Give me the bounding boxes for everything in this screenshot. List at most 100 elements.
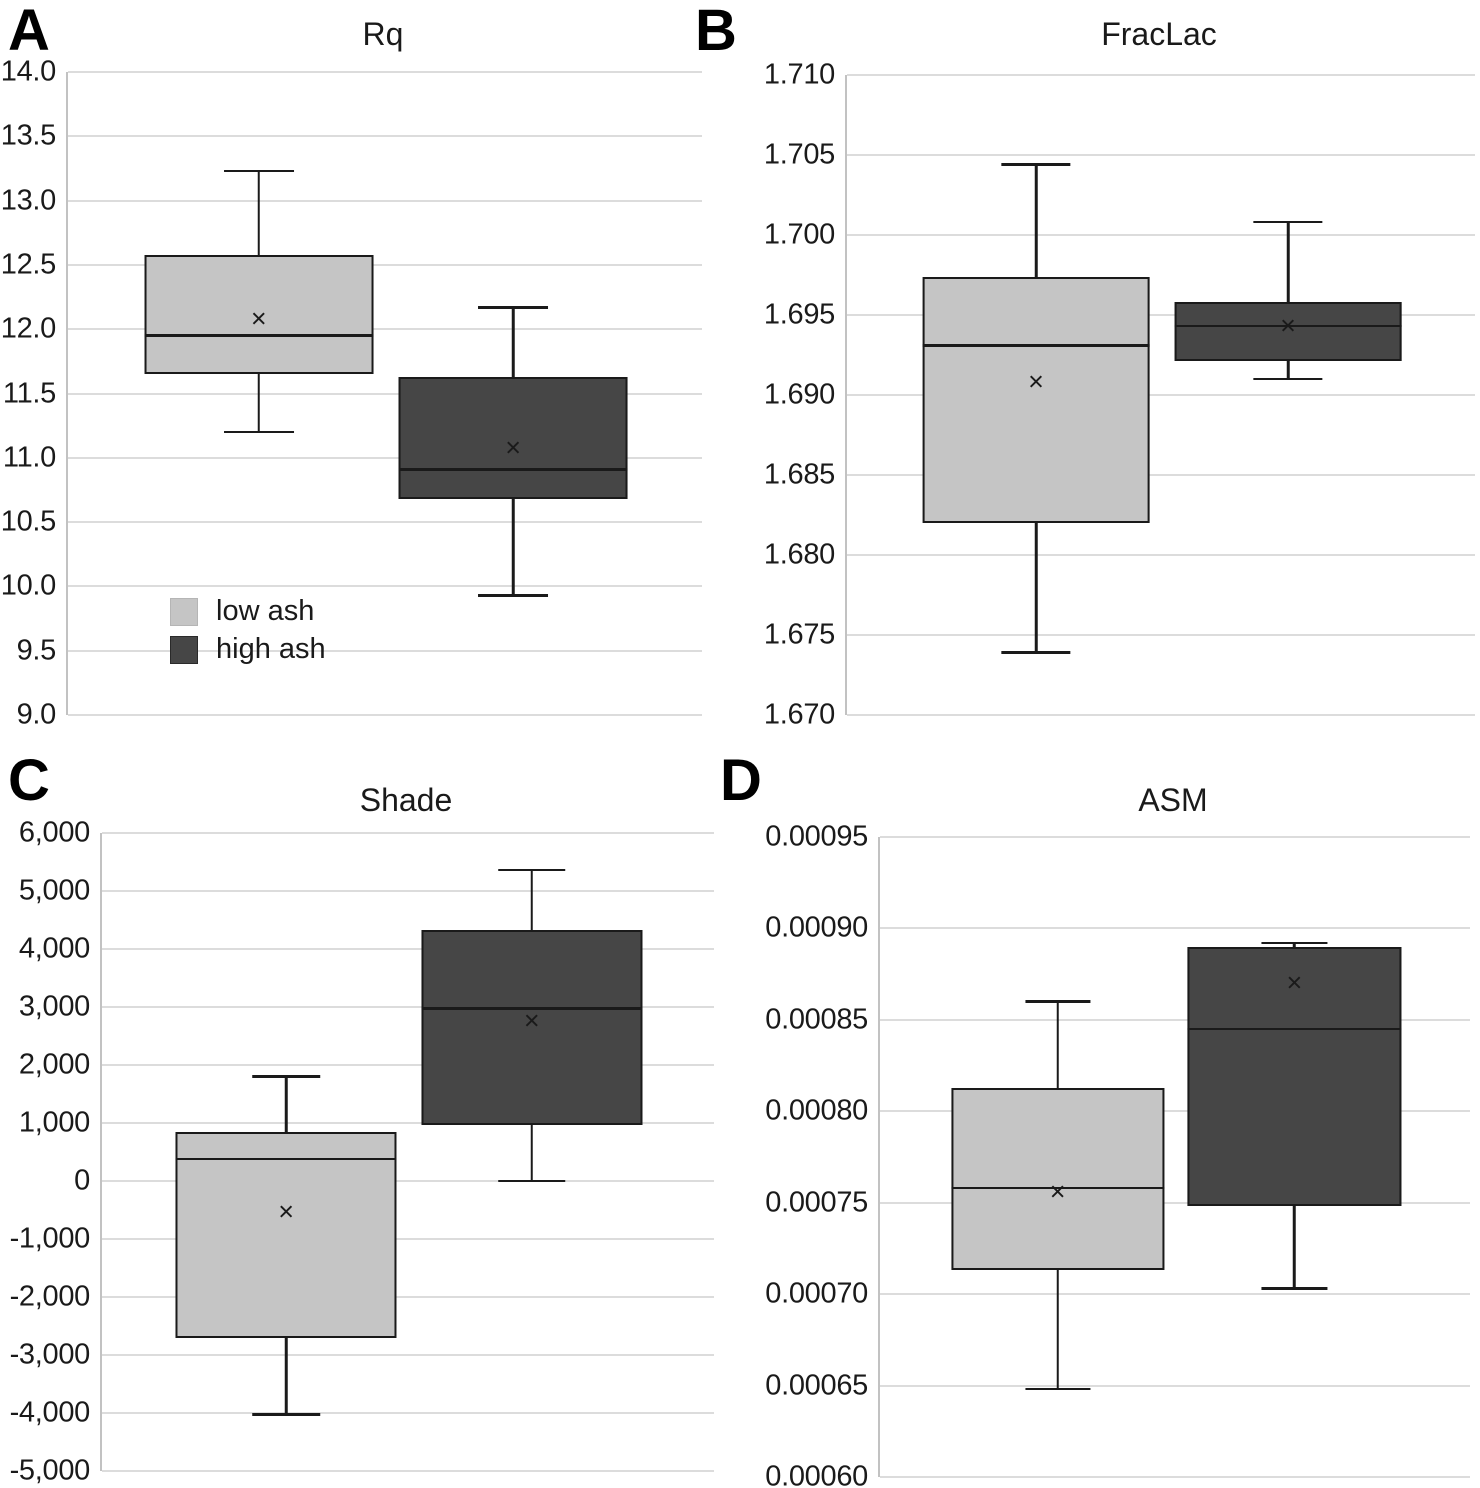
- boxplot-lower-whisker-cap: [498, 1179, 566, 1183]
- y-tick-label: 6,000: [18, 816, 90, 849]
- y-tick-label: 3,000: [18, 990, 90, 1023]
- boxplot-lower-whisker-cap: [478, 594, 549, 597]
- boxplot-mean-marker: ×: [1028, 366, 1044, 397]
- y-tick-label: 1.690: [763, 378, 835, 411]
- boxplot-lower-whisker-cap: [1253, 377, 1323, 381]
- y-tick-label: 0.00085: [765, 1003, 868, 1036]
- boxplot-lower-whisker: [530, 1125, 534, 1181]
- boxplot-upper-whisker: [1293, 943, 1296, 947]
- boxplot-box-low-ash: [175, 1132, 397, 1339]
- gridline: [847, 714, 1475, 716]
- boxplot-median: [1187, 1027, 1401, 1031]
- panel-letter: A: [8, 0, 50, 63]
- panel-asm: D ASM × × 0.00095 0.00090 0.00085 0.00080 0.0…: [720, 744, 1480, 1488]
- boxplot-mean-marker: ×: [1049, 1176, 1066, 1207]
- boxplot-median: [922, 344, 1150, 347]
- y-tick-label: 12.0: [0, 312, 57, 345]
- boxplot-lower-whisker: [1034, 523, 1038, 653]
- panel-title: ASM: [1138, 782, 1208, 818]
- gridline: [68, 585, 702, 588]
- panel-shade: C Shade × × 6,000 5,000 4,000 3,000 2,000 1,00…: [0, 744, 740, 1488]
- gridline: [847, 314, 1475, 316]
- legend-swatch-low-ash: [170, 597, 198, 626]
- boxplot-mean-marker: ×: [523, 1005, 540, 1036]
- panel-letter: D: [720, 748, 762, 813]
- y-tick-label: 1.710: [763, 58, 835, 91]
- gridline: [68, 199, 702, 202]
- legend-label: low ash: [216, 595, 315, 627]
- panel-fraclac: B FracLac × × 1.710 1.705 1.700 1.695 1.690 1.…: [695, 0, 1480, 744]
- gridline: [847, 394, 1475, 396]
- boxplot-lower-whisker-cap: [252, 1413, 320, 1416]
- gridline: [847, 554, 1475, 556]
- gridline: [68, 714, 702, 716]
- y-tick-label: -3,000: [9, 1338, 91, 1371]
- y-tick-label: 11.5: [2, 377, 56, 409]
- y-tick-label: 1.700: [763, 218, 835, 251]
- gridline: [880, 1018, 1470, 1021]
- boxplot-upper-whisker: [511, 307, 515, 377]
- boxplot-upper-whisker: [1034, 164, 1038, 277]
- panel-title: Rq: [362, 16, 404, 52]
- boxplot-upper-whisker: [530, 870, 534, 930]
- boxplot-median: [1174, 324, 1402, 328]
- boxplot-lower-whisker-cap: [1261, 1287, 1327, 1290]
- gridline: [880, 1110, 1470, 1113]
- y-tick-label: 1.695: [763, 298, 835, 331]
- boxplot-lower-whisker: [284, 1338, 288, 1415]
- gridline: [102, 1354, 714, 1356]
- panel-letter: B: [695, 0, 737, 63]
- boxplot-upper-whisker-cap: [498, 868, 566, 872]
- gridline: [847, 474, 1475, 476]
- y-tick-label: 0.00065: [765, 1369, 868, 1402]
- boxplot-lower-whisker: [1293, 1206, 1296, 1289]
- gridline: [102, 890, 714, 892]
- boxplot-mean-marker: ×: [250, 303, 267, 334]
- boxplot-upper-whisker: [257, 171, 261, 255]
- gridline: [68, 135, 702, 138]
- boxplot-mean-marker: ×: [1280, 310, 1296, 341]
- gridline: [847, 74, 1475, 76]
- y-tick-label: 0.00095: [765, 820, 868, 853]
- y-tick-label: 9.0: [16, 698, 57, 731]
- y-tick-label: 1,000: [18, 1106, 90, 1139]
- boxplot-upper-whisker: [1056, 1001, 1059, 1088]
- boxplot-box-low-ash: [144, 254, 374, 375]
- y-tick-label: -4,000: [9, 1396, 91, 1429]
- y-tick-label: 12.5: [0, 248, 57, 281]
- y-tick-label: 0.00060: [765, 1460, 868, 1488]
- boxplot-lower-whisker: [1056, 1270, 1059, 1390]
- gridline: [880, 1201, 1470, 1204]
- y-tick-label: 0.00075: [765, 1186, 868, 1219]
- y-tick-label: 1.675: [763, 618, 835, 651]
- y-tick-label: 14.0: [0, 55, 57, 88]
- y-tick-label: 1.680: [763, 538, 835, 571]
- panel-title: FracLac: [1101, 16, 1217, 52]
- gridline: [102, 1180, 714, 1182]
- y-tick-label: 13.0: [0, 184, 57, 217]
- gridline: [102, 1296, 714, 1298]
- plot-area: × ×: [878, 836, 1470, 1478]
- boxplot-mean-marker: ×: [505, 432, 522, 462]
- boxplot-box-high-ash: [398, 376, 628, 499]
- gridline: [102, 948, 714, 950]
- gridline: [68, 71, 702, 73]
- legend-swatch-high-ash: [170, 635, 198, 664]
- y-tick-label: 2,000: [18, 1048, 90, 1081]
- gridline: [847, 634, 1475, 636]
- y-tick-label: 13.5: [0, 119, 57, 152]
- gridline: [880, 1384, 1470, 1387]
- boxplot-upper-whisker: [1286, 222, 1290, 303]
- gridline: [880, 1476, 1470, 1478]
- gridline: [68, 328, 702, 331]
- y-tick-label: -1,000: [9, 1222, 91, 1255]
- gridline: [847, 234, 1475, 236]
- boxplot-median: [951, 1186, 1165, 1190]
- boxplot-upper-whisker-cap: [223, 169, 294, 173]
- gridline: [102, 1412, 714, 1414]
- gridline: [880, 836, 1470, 838]
- y-tick-label: 10.0: [0, 569, 57, 602]
- plot-area: × ×: [100, 832, 714, 1472]
- boxplot-median: [175, 1157, 397, 1161]
- y-tick-label: -2,000: [9, 1280, 91, 1313]
